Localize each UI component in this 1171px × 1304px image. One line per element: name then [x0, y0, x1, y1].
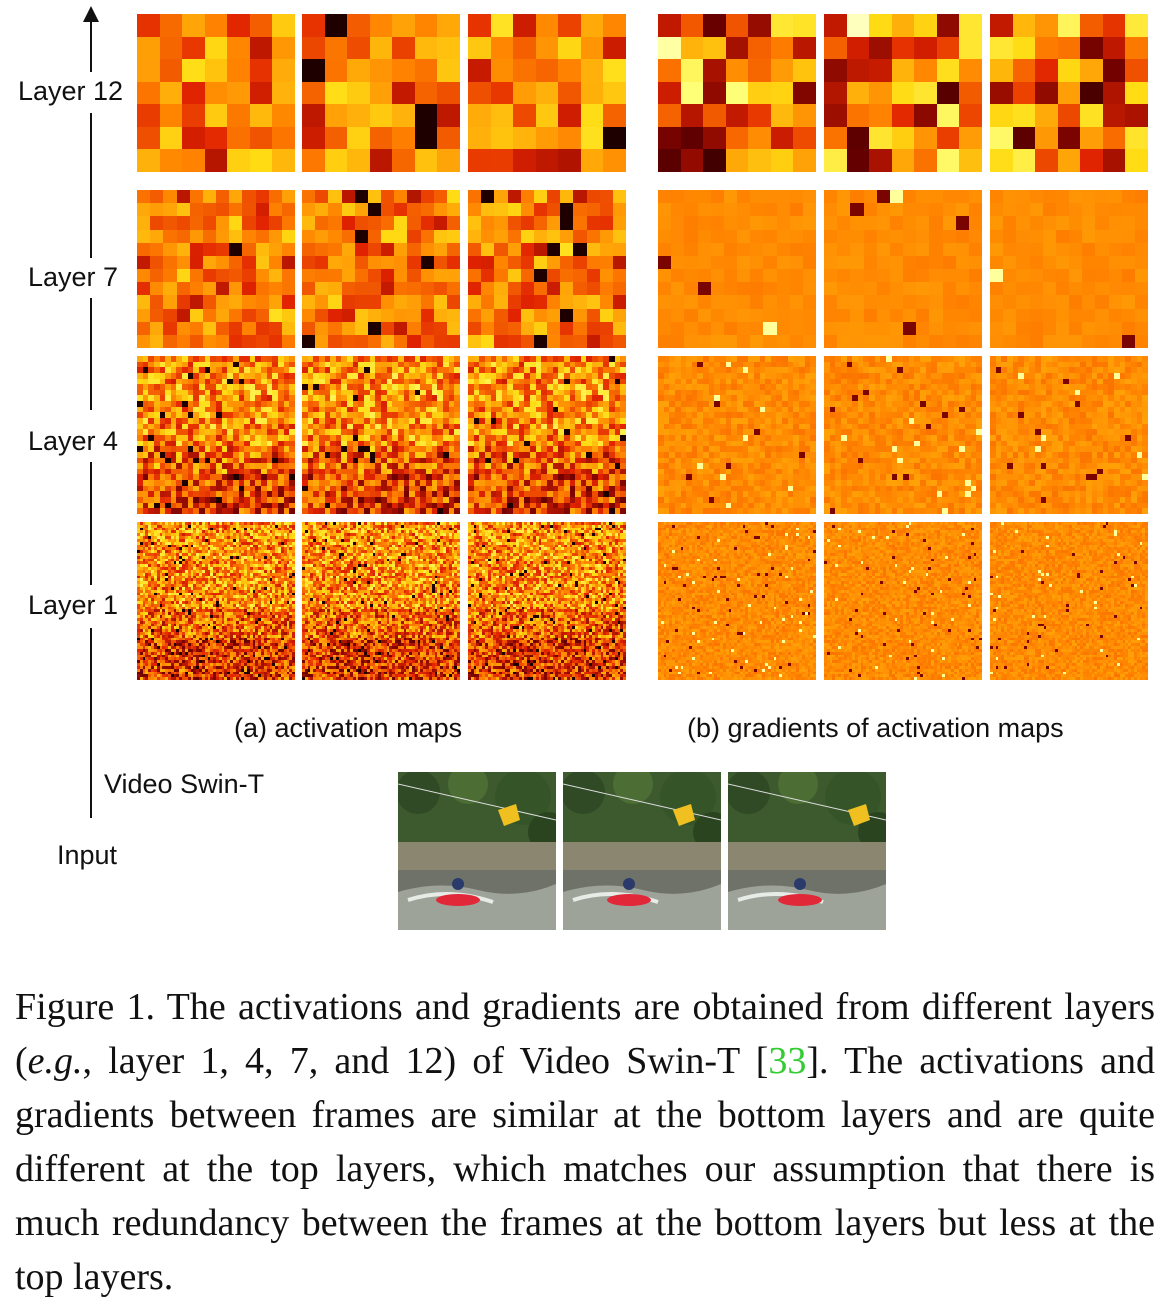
citation-link[interactable]: 33	[768, 1040, 806, 1082]
gradient-map-layer-1-frame-1	[658, 522, 816, 680]
gradient-map-layer-4-frame-2	[824, 356, 982, 514]
axis-up-arrow-icon	[83, 6, 99, 22]
gradient-map-layer-1-frame-2	[824, 522, 982, 680]
subcaption-activation-maps: (a) activation maps	[234, 715, 462, 742]
gradient-map-layer-12-frame-3	[990, 14, 1148, 172]
activation-map-layer-1-frame-3	[468, 522, 626, 680]
activation-map-layer-7-frame-2	[302, 190, 460, 348]
activation-map-layer-12-frame-3	[468, 14, 626, 172]
axis-line	[90, 20, 92, 72]
layer-4-label: Layer 4	[28, 428, 118, 455]
video-swin-t-label: Video Swin-T	[104, 771, 264, 798]
activation-map-layer-1-frame-2	[302, 522, 460, 680]
caption-text-2: , layer 1, 4, 7, and 12) of Video Swin-T…	[83, 1040, 769, 1082]
caption-text-1: Figure 1. The activations and gradients …	[15, 986, 1155, 1082]
activation-map-layer-7-frame-3	[468, 190, 626, 348]
input-label: Input	[57, 842, 117, 869]
axis-line	[90, 113, 92, 258]
gradient-map-layer-4-frame-1	[658, 356, 816, 514]
subcaption-gradients: (b) gradients of activation maps	[687, 715, 1064, 742]
gradient-map-layer-7-frame-3	[990, 190, 1148, 348]
gradient-map-layer-1-frame-3	[990, 522, 1148, 680]
caption-text-3: ]. The activations and gradients between…	[15, 1040, 1155, 1298]
gradient-map-layer-12-frame-2	[824, 14, 982, 172]
gradient-map-layer-7-frame-1	[658, 190, 816, 348]
axis-line	[90, 628, 92, 818]
figure-caption: Figure 1. The activations and gradients …	[15, 980, 1155, 1304]
axis-line	[90, 298, 92, 410]
activation-map-layer-7-frame-1	[137, 190, 295, 348]
caption-italic: e.g.	[28, 1040, 83, 1082]
input-frame-1	[398, 772, 556, 930]
activation-map-layer-1-frame-1	[137, 522, 295, 680]
gradient-map-layer-4-frame-3	[990, 356, 1148, 514]
input-frame-2	[563, 772, 721, 930]
gradient-map-layer-7-frame-2	[824, 190, 982, 348]
gradient-map-layer-12-frame-1	[658, 14, 816, 172]
activation-map-layer-4-frame-3	[468, 356, 626, 514]
layer-12-label: Layer 12	[18, 78, 123, 105]
activation-map-layer-4-frame-1	[137, 356, 295, 514]
axis-line	[90, 462, 92, 585]
activation-map-layer-12-frame-2	[302, 14, 460, 172]
input-frame-3	[728, 772, 886, 930]
layer-1-label: Layer 1	[28, 592, 118, 619]
layer-7-label: Layer 7	[28, 264, 118, 291]
activation-map-layer-12-frame-1	[137, 14, 295, 172]
activation-map-layer-4-frame-2	[302, 356, 460, 514]
